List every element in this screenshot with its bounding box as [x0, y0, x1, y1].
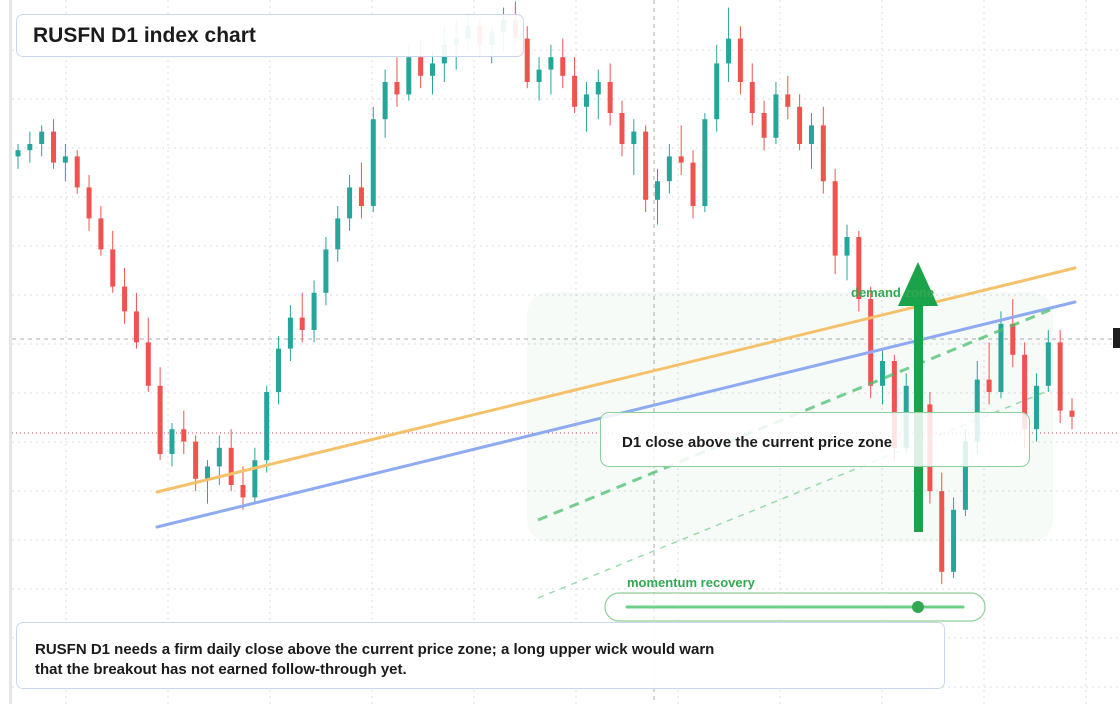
candle-down [643, 131, 649, 200]
candle-down [939, 491, 945, 572]
candle-down [1057, 342, 1063, 411]
candle-up [702, 119, 708, 206]
candle-up [276, 348, 282, 392]
candle-down [299, 317, 305, 330]
candle-up [595, 82, 601, 95]
candle-down [832, 181, 838, 256]
candle-up [370, 119, 376, 206]
candle-up [335, 218, 341, 250]
note-line-2: that the breakout has not earned follow-… [35, 661, 407, 678]
candle-up [311, 292, 317, 330]
candle-up [773, 94, 779, 138]
candle-down [122, 286, 128, 312]
candle-down [560, 57, 566, 76]
candle-up [714, 63, 720, 120]
candle-up [382, 82, 388, 120]
candle-up [287, 317, 293, 349]
candle-down [678, 156, 684, 163]
candle-down [619, 113, 625, 144]
candle-up [962, 441, 968, 510]
candle-up [631, 131, 637, 144]
candle-down [193, 441, 199, 479]
candle-down [1069, 410, 1075, 417]
candle-down [1010, 323, 1016, 355]
analysis-note: RUSFN D1 needs a firm daily close above … [16, 622, 945, 689]
candle-up [429, 63, 435, 76]
candle-down [761, 113, 767, 138]
candle-up [323, 249, 329, 293]
candle-down [749, 82, 755, 113]
candle-up [1033, 385, 1039, 430]
chart-title: RUSFN D1 index chart [16, 14, 524, 57]
candle-down [240, 485, 246, 498]
candle-down [86, 187, 92, 219]
candle-up [666, 156, 672, 182]
candle-up [27, 144, 33, 151]
price-scale-tag[interactable] [1113, 328, 1120, 348]
candle-down [737, 38, 743, 82]
candle-down [572, 75, 578, 107]
candle-up [808, 125, 814, 144]
note-line-1: RUSFN D1 needs a firm daily close above … [35, 641, 715, 658]
momentum-bar [604, 592, 986, 622]
candle-down [133, 311, 139, 343]
candle-up [216, 447, 222, 467]
chart-left-border [9, 0, 12, 704]
candle-down [524, 38, 530, 82]
candle-up [844, 237, 850, 256]
candle-up [548, 57, 554, 70]
candle-down [986, 379, 992, 392]
candle-up [347, 187, 353, 219]
candle-up [39, 131, 45, 144]
candle-down [820, 125, 826, 182]
candle-down [228, 447, 234, 485]
candle-down [797, 106, 803, 144]
candle-up [1045, 342, 1051, 386]
candle-down [607, 82, 613, 113]
candle-down [74, 156, 80, 188]
candle-up [264, 392, 270, 461]
candle-up [169, 429, 175, 454]
candle-up [951, 509, 957, 572]
candle-up [726, 38, 732, 64]
candle-down [110, 249, 116, 287]
candle-up [15, 150, 21, 157]
demand-zone-label: demand zone [851, 285, 935, 300]
candle-down [1022, 354, 1028, 430]
candle-down [418, 57, 424, 76]
candle-up [252, 460, 258, 498]
candle-up [880, 361, 886, 386]
candle-up [406, 57, 412, 95]
candle-down [358, 187, 364, 206]
candle-down [868, 299, 874, 386]
candle-up [204, 466, 210, 479]
candle-up [998, 323, 1004, 392]
candles-layer [15, 1, 1075, 585]
candle-up [583, 94, 589, 107]
candle-up [655, 181, 661, 200]
candle-up [536, 69, 542, 82]
momentum-marker [912, 601, 924, 613]
momentum-label: momentum recovery [627, 575, 755, 590]
candle-down [856, 237, 862, 299]
candle-up [974, 379, 980, 442]
candle-down [157, 385, 163, 454]
breakout-callout: D1 close above the current price zone [600, 412, 1030, 467]
candle-down [785, 94, 791, 107]
candle-down [690, 162, 696, 206]
candle-down [51, 131, 57, 163]
candle-down [98, 218, 104, 250]
candle-up [62, 156, 68, 163]
candle-down [394, 82, 400, 95]
candle-down [891, 361, 897, 448]
candle-down [145, 342, 151, 386]
candle-down [181, 429, 187, 442]
